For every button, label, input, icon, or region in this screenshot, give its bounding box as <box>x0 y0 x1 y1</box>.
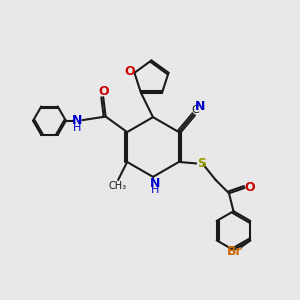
Text: N: N <box>72 114 83 127</box>
Text: H: H <box>74 123 82 133</box>
Text: O: O <box>125 65 135 78</box>
Text: Br: Br <box>227 245 243 258</box>
Text: S: S <box>197 157 206 170</box>
Text: C: C <box>191 105 199 116</box>
Text: N: N <box>195 100 206 113</box>
Text: CH₃: CH₃ <box>109 182 127 191</box>
Text: N: N <box>150 177 161 190</box>
Text: H: H <box>151 185 160 195</box>
Text: O: O <box>98 85 109 98</box>
Text: O: O <box>244 181 255 194</box>
